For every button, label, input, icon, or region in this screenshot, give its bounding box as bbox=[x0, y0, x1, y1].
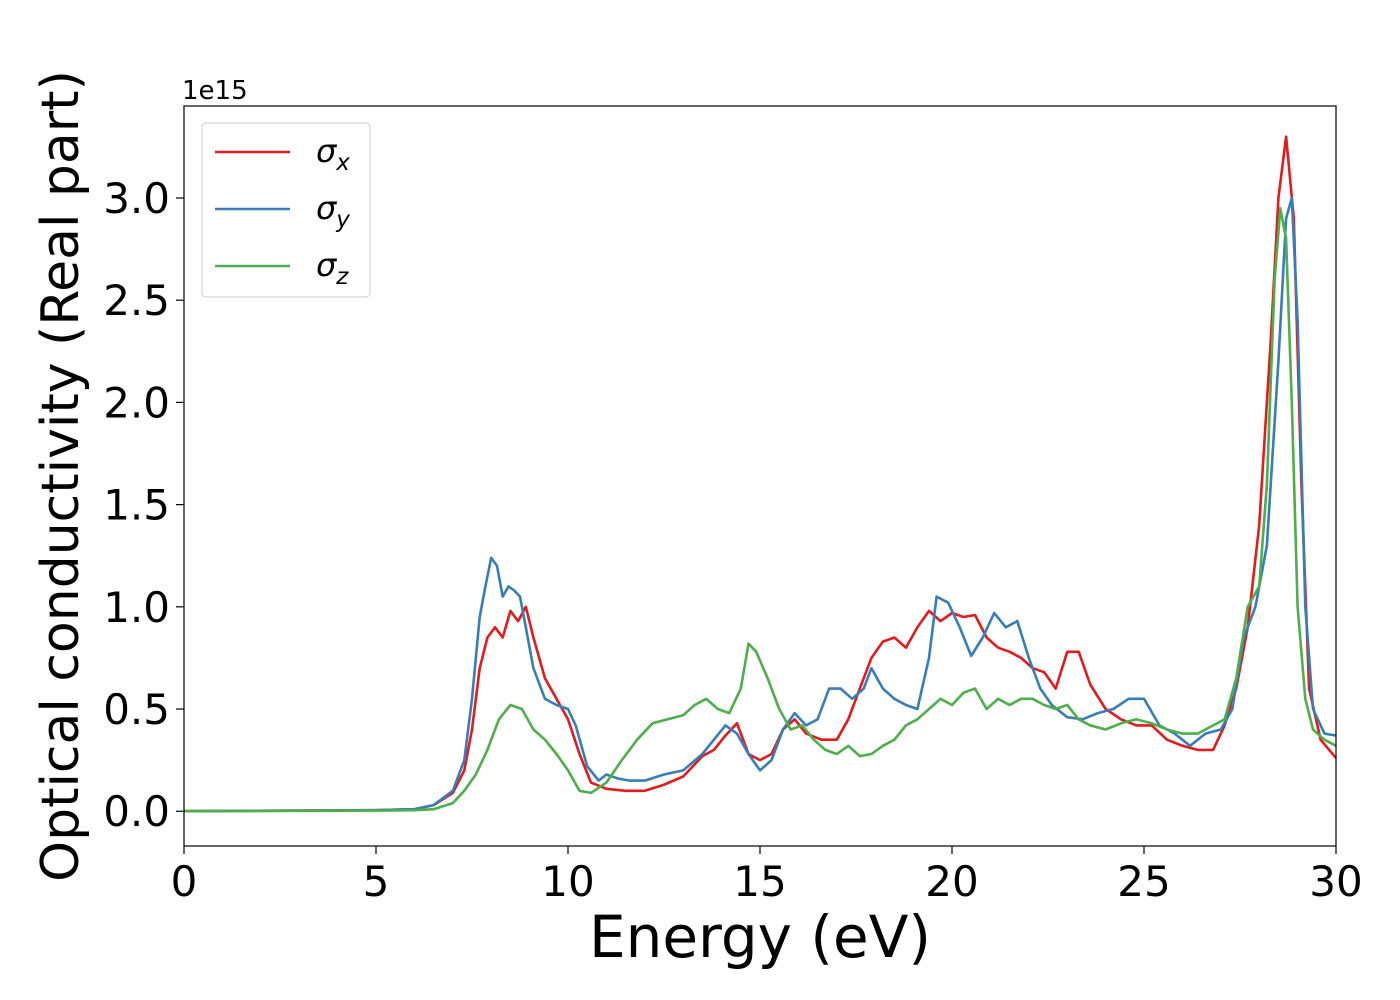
x-axis-label: Energy (eV) bbox=[589, 903, 931, 971]
x-tick-label: 15 bbox=[733, 857, 786, 906]
series-line-z bbox=[184, 206, 1336, 813]
legend: σx σy σz bbox=[201, 122, 371, 298]
x-tick-label: 10 bbox=[541, 857, 594, 906]
y-tick-label: 3.0 bbox=[103, 174, 170, 223]
x-axis-ticks: 0 5 10 15 20 25 30 bbox=[171, 846, 1363, 906]
legend-label-x: σx bbox=[316, 132, 350, 176]
series-line-y bbox=[184, 196, 1336, 813]
x-tick-label: 0 bbox=[171, 857, 198, 906]
series-line-x bbox=[184, 135, 1336, 813]
y-tick-label: 2.0 bbox=[103, 378, 170, 427]
y-axis-label: Optical conductivity (Real part) bbox=[31, 70, 91, 882]
y-tick-label: 0.0 bbox=[103, 787, 170, 836]
legend-label-z: σz bbox=[316, 246, 349, 290]
series-lines bbox=[184, 135, 1336, 813]
x-tick-label: 20 bbox=[925, 857, 978, 906]
x-tick-label: 5 bbox=[363, 857, 390, 906]
y-axis-ticks: 0.0 0.5 1.0 1.5 2.0 2.5 3.0 bbox=[103, 174, 184, 836]
y-tick-label: 2.5 bbox=[103, 276, 170, 325]
y-tick-label: 1.5 bbox=[103, 481, 170, 530]
y-scale-label: 1e15 bbox=[182, 76, 248, 106]
x-tick-label: 25 bbox=[1117, 857, 1170, 906]
y-tick-label: 0.5 bbox=[103, 685, 170, 734]
legend-label-y: σy bbox=[316, 189, 350, 233]
y-tick-label: 1.0 bbox=[103, 583, 170, 632]
x-tick-label: 30 bbox=[1309, 857, 1362, 906]
